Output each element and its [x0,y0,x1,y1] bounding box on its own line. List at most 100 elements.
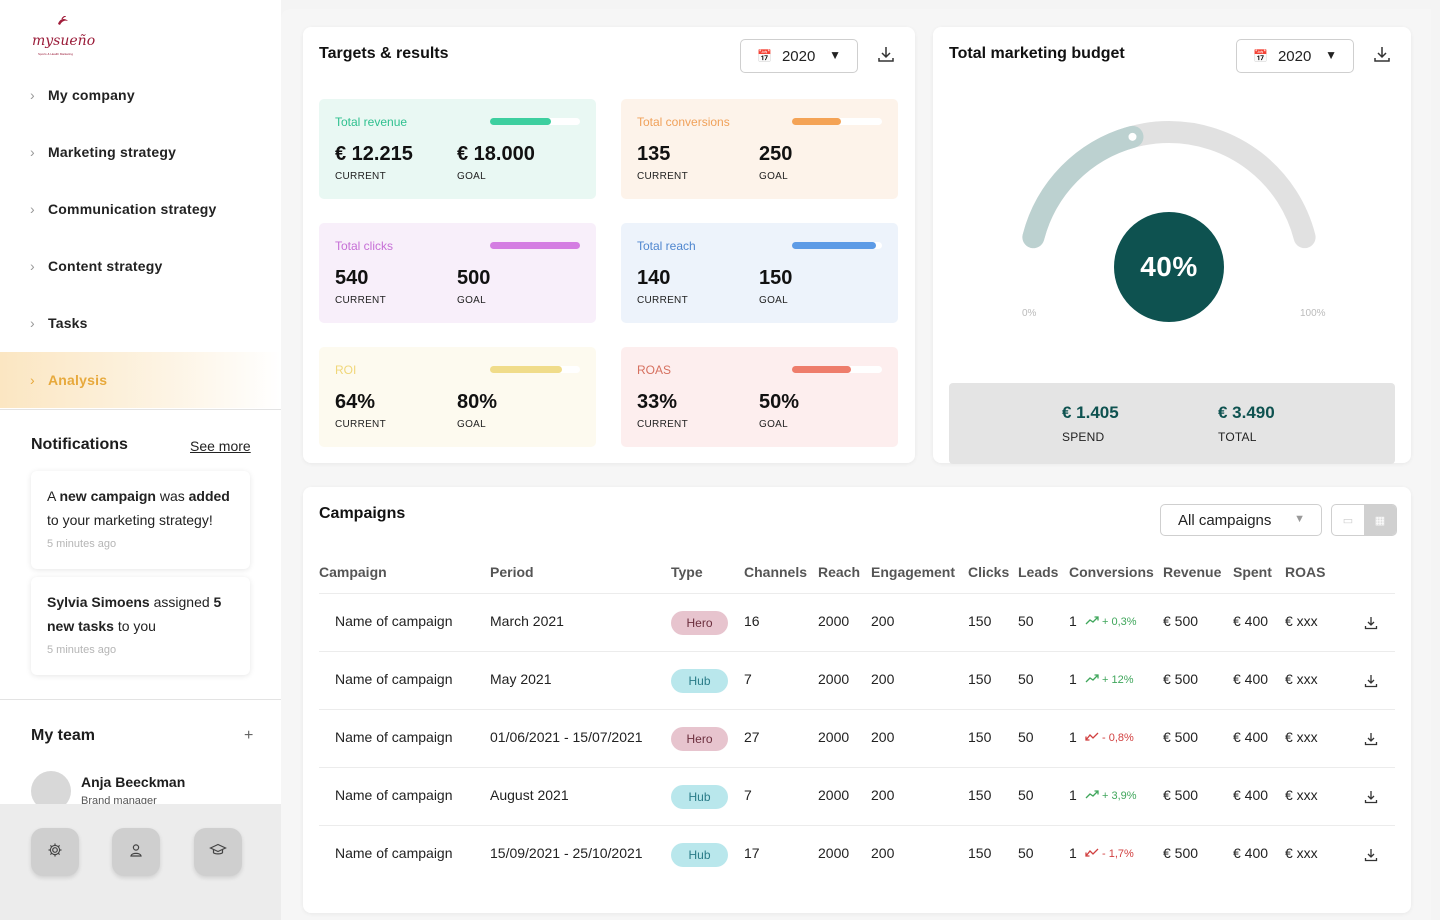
budget-download-button[interactable] [1371,45,1393,67]
column-header-spent[interactable]: Spent [1233,564,1272,580]
metric-card-total-revenue[interactable]: Total revenue € 12.215 € 18.000 CURRENT GOAL [319,99,596,199]
notification-time: 5 minutes ago [47,538,117,550]
notification-card[interactable]: A new campaign was added to your marketi… [31,471,250,569]
calendar-view-button[interactable]: ▭ [1332,505,1364,535]
column-header-conversions[interactable]: Conversions [1069,564,1154,580]
table-row[interactable]: Name of campaign 15/09/2021 - 25/10/2021 1… [319,825,1395,883]
metric-card-total-reach[interactable]: Total reach 140 150 CURRENT GOAL [621,223,898,323]
column-header-campaign[interactable]: Campaign [319,564,387,580]
metric-label: ROAS [637,363,672,377]
profile-button[interactable] [112,828,160,876]
notifications-title: Notifications [31,436,128,453]
campaign-name-cell[interactable]: Name of campaign [335,671,453,687]
table-icon: ▦ [1374,514,1386,527]
column-header-reach[interactable]: Reach [818,564,861,580]
trend-down-icon [1085,732,1099,744]
campaign-name-cell[interactable]: Name of campaign [335,845,453,861]
campaign-name-cell[interactable]: Name of campaign [335,729,453,745]
table-row[interactable]: Name of campaign March 2021 16 2000 200 150 50… [319,593,1395,651]
graduation-cap-icon [209,842,227,862]
engagement-cell: 200 [871,729,895,745]
column-header-period[interactable]: Period [490,564,534,580]
campaign-name-cell[interactable]: Name of campaign [335,613,453,629]
engagement-cell: 200 [871,613,895,629]
sidebar-item-communication-strategy[interactable]: › Communication strategy [0,181,281,237]
table-row[interactable]: Name of campaign 01/06/2021 - 15/07/2021 2… [319,709,1395,767]
metric-current-label: CURRENT [335,419,386,430]
add-team-member-button[interactable]: + [244,727,254,744]
row-download-button[interactable] [1363,847,1379,863]
clicks-cell: 150 [968,729,992,745]
metric-progress-fill [490,366,562,373]
gauge-min-label: 0% [1022,308,1037,319]
sidebar-item-my-company[interactable]: › My company [0,67,281,123]
column-header-type[interactable]: Type [671,564,703,580]
column-header-roas[interactable]: ROAS [1285,564,1326,580]
budget-percent: 40% [1114,212,1224,322]
sidebar-item-label: Tasks [48,315,88,331]
budget-year-select[interactable]: 📅 2020 ▼ [1236,39,1354,73]
brand-logo[interactable]: mysueño Sports & Health Marketing [30,15,100,58]
row-download-button[interactable] [1363,673,1379,689]
settings-button[interactable] [31,828,79,876]
trend-down-icon [1085,848,1099,860]
notification-card[interactable]: Sylvia Simoens assigned 5 new tasks to y… [31,577,250,675]
row-download-button[interactable] [1363,789,1379,805]
metric-current-value: 135 [637,143,671,165]
team-member-name[interactable]: Anja Beeckman [81,774,186,790]
leads-cell: 50 [1018,671,1034,687]
sidebar: mysueño Sports & Health Marketing › My co… [0,0,281,920]
campaign-name-cell[interactable]: Name of campaign [335,787,453,803]
conversion-trend: + 3,9% [1085,790,1137,802]
metric-current-value: 64% [335,391,376,413]
calendar-icon: 📅 [1253,49,1268,63]
row-download-button[interactable] [1363,731,1379,747]
table-row[interactable]: Name of campaign May 2021 7 2000 200 150 50 1 € … [319,651,1395,709]
academy-button[interactable] [194,828,242,876]
sidebar-bottom-bar [0,804,281,920]
download-icon [1363,849,1379,867]
type-badge: Hub [671,843,728,867]
metric-card-total-conversions[interactable]: Total conversions 135 250 CURRENT GOAL [621,99,898,199]
sidebar-item-content-strategy[interactable]: › Content strategy [0,238,281,294]
see-more-link[interactable]: See more [190,438,251,454]
column-header-channels[interactable]: Channels [744,564,808,580]
table-view-button[interactable]: ▦ [1364,505,1396,535]
reach-cell: 2000 [818,787,850,803]
gauge-fill [1022,125,1144,249]
sidebar-item-marketing-strategy[interactable]: › Marketing strategy [0,124,281,180]
settings-icon [47,842,63,862]
metric-card-total-clicks[interactable]: Total clicks 540 500 CURRENT GOAL [319,223,596,323]
type-badge: Hub [671,785,728,809]
table-row[interactable]: Name of campaign August 2021 7 2000 200 150 50… [319,767,1395,825]
metric-label: Total clicks [335,239,394,253]
targets-year-select[interactable]: 📅 2020 ▼ [740,39,858,73]
column-header-revenue[interactable]: Revenue [1163,564,1222,580]
metric-progress-track [490,242,580,249]
period-cell: March 2021 [490,613,564,629]
metric-current-value: 140 [637,267,671,289]
metric-card-roi[interactable]: ROI 64% 80% CURRENT GOAL [319,347,596,447]
leads-cell: 50 [1018,845,1034,861]
column-header-leads[interactable]: Leads [1018,564,1059,580]
sidebar-item-analysis[interactable]: › Analysis [0,352,281,408]
trend-up-icon [1085,674,1099,686]
column-header-engagement[interactable]: Engagement [871,564,956,580]
metric-card-roas[interactable]: ROAS 33% 50% CURRENT GOAL [621,347,898,447]
period-cell: August 2021 [490,787,569,803]
targets-download-button[interactable] [875,45,897,67]
spent-cell: € 400 [1233,729,1269,745]
channels-cell: 16 [744,613,760,629]
download-icon [1372,44,1392,69]
metric-goal-value: € 18.000 [457,143,535,165]
view-toggle: ▭ ▦ [1331,504,1397,536]
roas-cell: € xxx [1285,613,1318,629]
spent-cell: € 400 [1233,787,1269,803]
download-icon [1363,617,1379,635]
campaigns-filter-select[interactable]: All campaigns ▼ [1160,504,1322,536]
row-download-button[interactable] [1363,615,1379,631]
roas-cell: € xxx [1285,671,1318,687]
reach-cell: 2000 [818,845,850,861]
sidebar-item-tasks[interactable]: › Tasks [0,295,281,351]
column-header-clicks[interactable]: Clicks [968,564,1010,580]
